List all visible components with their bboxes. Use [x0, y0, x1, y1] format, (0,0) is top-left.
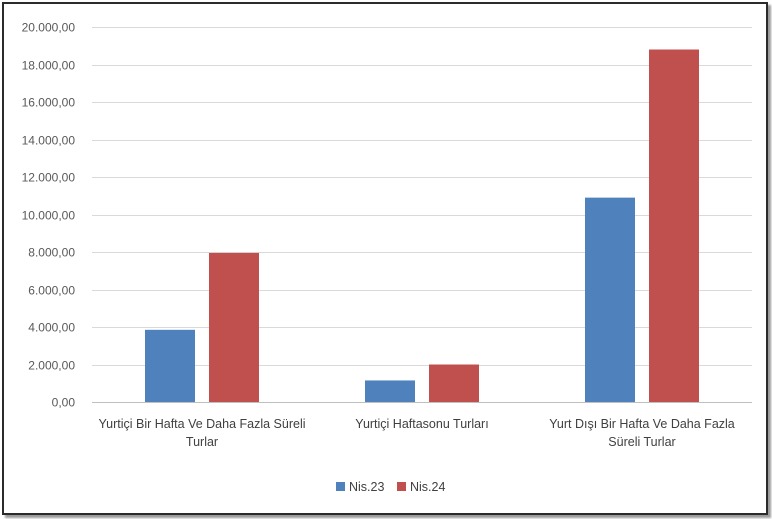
- legend-swatch: [336, 482, 345, 491]
- y-tick-label: 20.000,00: [22, 21, 76, 35]
- x-category-label: Süreli Turlar: [608, 435, 675, 449]
- legend: Nis.23 Nis.24: [336, 480, 445, 494]
- bars: [145, 49, 699, 402]
- y-tick-label: 16.000,00: [22, 96, 76, 110]
- bar-nis24: [429, 364, 479, 402]
- x-category-label: Yurtiçi Haftasonu Turları: [355, 417, 488, 431]
- y-tick-label: 0,00: [52, 396, 76, 410]
- bar-nis23: [585, 197, 635, 402]
- x-category-label: Yurt Dışı Bir Hafta Ve Daha Fazla: [549, 417, 735, 431]
- legend-label: Nis.24: [410, 480, 445, 494]
- legend-label: Nis.23: [349, 480, 384, 494]
- y-tick-label: 12.000,00: [22, 171, 76, 185]
- y-tick-label: 4.000,00: [28, 321, 75, 335]
- y-tick-label: 14.000,00: [22, 134, 76, 148]
- bar-nis24: [649, 49, 699, 402]
- y-tick-label: 10.000,00: [22, 209, 76, 223]
- bar-nis23: [145, 329, 195, 402]
- gridlines: [92, 27, 752, 403]
- legend-swatch: [397, 482, 406, 491]
- y-tick-label: 2.000,00: [28, 359, 75, 373]
- x-category-label: Turlar: [186, 435, 218, 449]
- y-tick-label: 18.000,00: [22, 59, 76, 73]
- x-category-label: Yurtiçi Bir Hafta Ve Daha Fazla Süreli: [98, 417, 305, 431]
- bar-nis24: [209, 252, 259, 402]
- bar-nis23: [365, 380, 415, 402]
- y-axis-ticks: 0,00 2.000,00 4.000,00 6.000,00 8.000,00 10.0…: [22, 21, 76, 410]
- x-axis-labels: Yurtiçi Bir Hafta Ve Daha Fazla Süreli Tu…: [98, 417, 734, 449]
- y-tick-label: 6.000,00: [28, 284, 75, 298]
- y-tick-label: 8.000,00: [28, 246, 75, 260]
